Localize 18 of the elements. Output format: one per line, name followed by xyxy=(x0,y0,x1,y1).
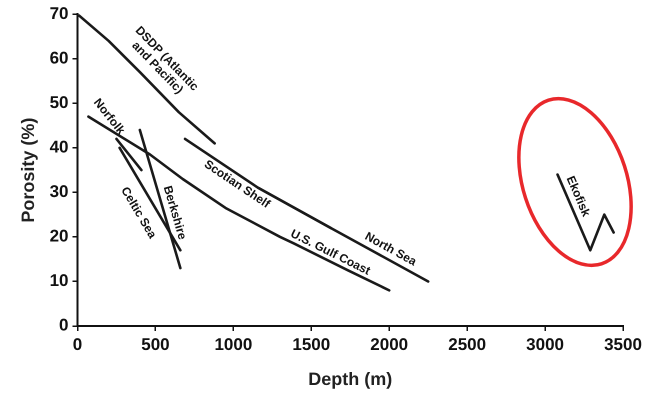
x-tick-label: 2500 xyxy=(448,334,486,354)
y-tick-label: 0 xyxy=(59,316,69,335)
y-tick-label: 50 xyxy=(50,92,69,112)
x-tick-label: 0 xyxy=(72,334,82,354)
x-tick-label: 1500 xyxy=(292,334,330,354)
y-axis-title: Porosity (%) xyxy=(18,118,38,223)
x-axis-title: Depth (m) xyxy=(308,369,392,390)
x-tick-label: 1000 xyxy=(214,334,252,354)
y-tick-label: 20 xyxy=(50,226,69,246)
y-tick-label: 60 xyxy=(50,48,69,68)
y-tick-label: 10 xyxy=(50,271,69,290)
y-tick-label: 40 xyxy=(50,138,69,157)
x-tick-label: 500 xyxy=(141,334,170,354)
x-tick-label: 2000 xyxy=(370,334,408,354)
x-tick-label: 3500 xyxy=(604,334,642,354)
x-tick-label: 3000 xyxy=(526,334,564,354)
y-tick-label: 70 xyxy=(50,4,69,23)
y-tick-label: 30 xyxy=(50,182,69,202)
